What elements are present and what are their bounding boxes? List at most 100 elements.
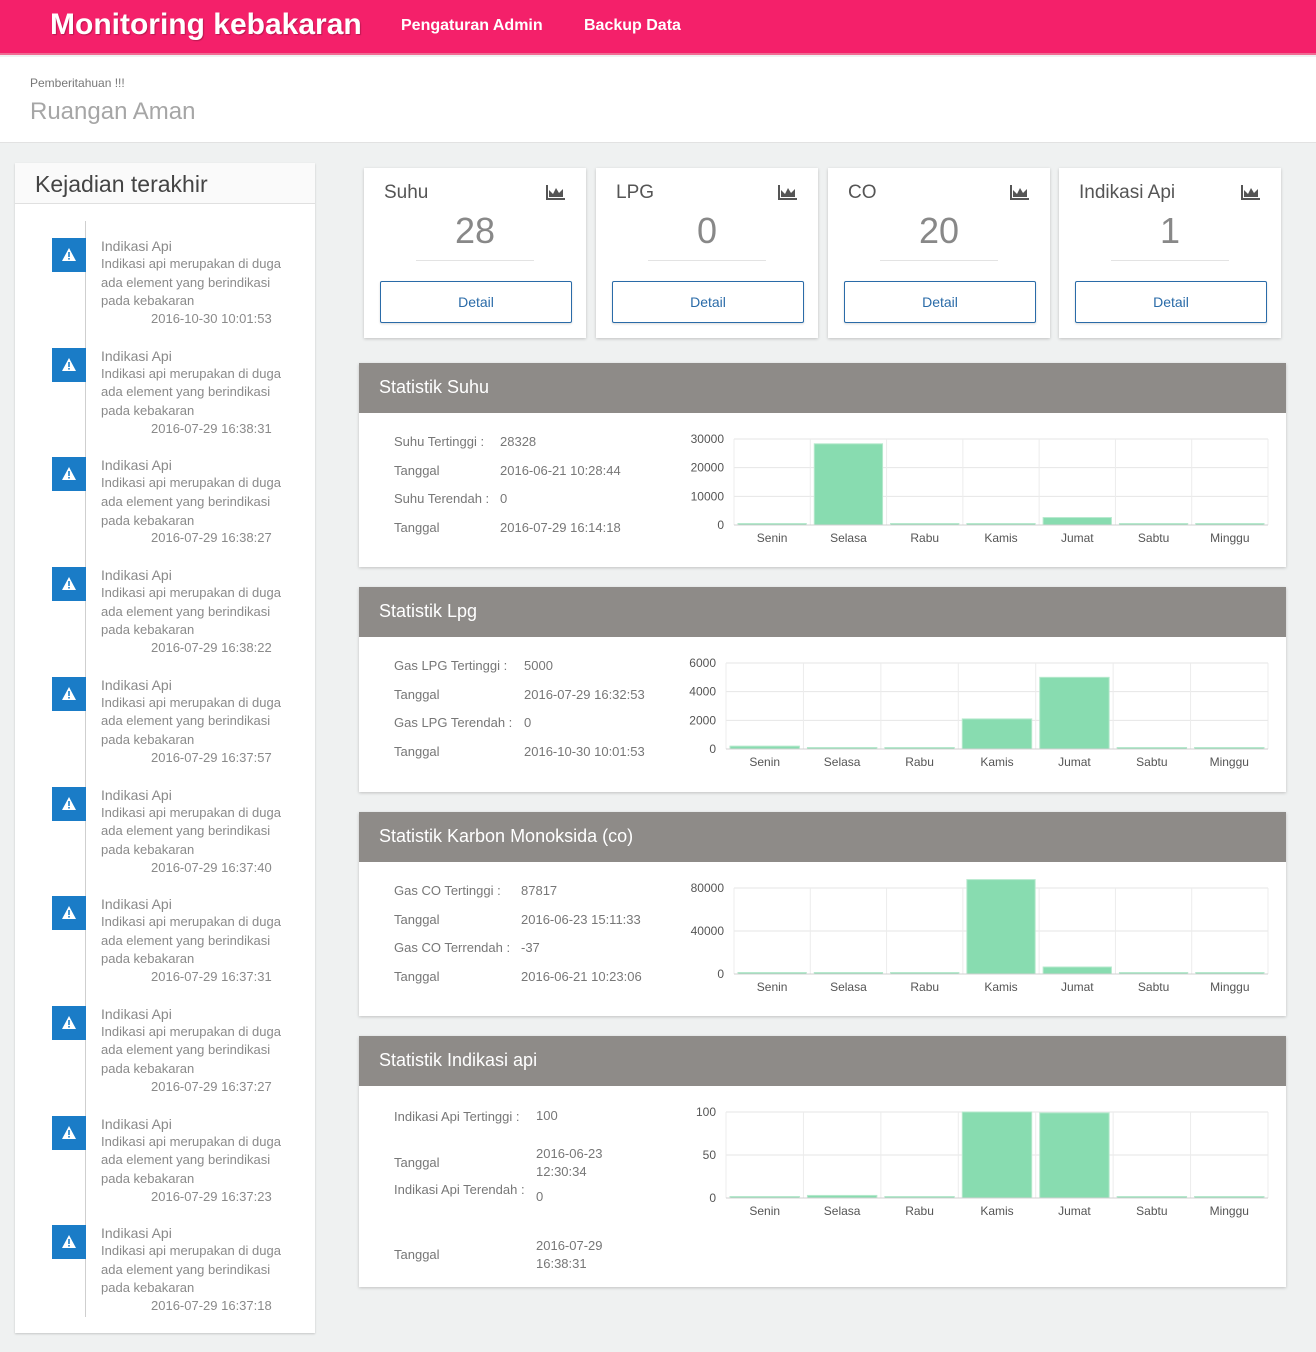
stat-label: Tanggal bbox=[394, 687, 440, 702]
stat-label: Gas LPG Terendah : bbox=[394, 715, 513, 730]
divider bbox=[1111, 260, 1229, 261]
chart-bar bbox=[961, 718, 1033, 750]
warning-icon bbox=[52, 347, 86, 382]
panel-title: Statistik Karbon Monoksida (co) bbox=[379, 826, 634, 846]
event-item[interactable]: Indikasi Api Indikasi api merupakan di du… bbox=[15, 339, 315, 439]
y-tick-label: 40000 bbox=[691, 924, 725, 938]
x-tick-label: Senin bbox=[749, 755, 780, 769]
timeline-line bbox=[85, 221, 86, 1317]
card-title: Indikasi Api bbox=[1079, 182, 1176, 203]
stat-value: 0 bbox=[536, 1189, 544, 1204]
panel-title: Statistik Indikasi api bbox=[379, 1050, 538, 1070]
y-tick-label: 0 bbox=[709, 1191, 716, 1205]
x-tick-label: Minggu bbox=[1210, 755, 1249, 769]
stat-value: 2016-07-29 16:32:53 bbox=[524, 687, 645, 702]
event-title: Indikasi Api bbox=[101, 896, 172, 913]
warning-icon bbox=[52, 238, 86, 272]
area-chart-icon bbox=[1010, 184, 1030, 205]
y-tick-label: 80000 bbox=[691, 881, 725, 895]
event-description: Indikasi api merupakan di duga ada eleme… bbox=[101, 1133, 281, 1186]
event-item[interactable]: Indikasi Api Indikasi api merupakan di du… bbox=[15, 997, 315, 1097]
panel-statistik-indikasi-api: Statistik Indikasi api Indikasi Api Terti… bbox=[359, 1036, 1286, 1287]
event-item[interactable]: Indikasi Api Indikasi api merupakan di du… bbox=[15, 887, 315, 987]
panel-header: Statistik Suhu bbox=[359, 363, 1286, 413]
nav-pengaturan-admin[interactable]: Pengaturan Admin bbox=[401, 17, 543, 34]
card-lpg: LPG 0 Detail bbox=[596, 168, 818, 338]
x-tick-label: Senin bbox=[757, 531, 788, 545]
x-tick-label: Sabtu bbox=[1136, 1204, 1167, 1218]
stat-label: Tanggal bbox=[394, 1247, 440, 1262]
warning-icon bbox=[52, 1225, 86, 1260]
brand-title[interactable]: Monitoring kebakaran bbox=[50, 8, 362, 41]
event-timestamp: 2016-07-29 16:37:57 bbox=[151, 749, 272, 765]
warning-icon bbox=[52, 567, 86, 602]
stat-value: 2016-10-30 10:01:53 bbox=[524, 744, 645, 759]
stat-label: Gas CO Terrendah : bbox=[394, 940, 511, 955]
event-timestamp: 2016-07-29 16:37:18 bbox=[151, 1298, 272, 1314]
nav-backup-data[interactable]: Backup Data bbox=[584, 17, 681, 34]
x-tick-label: Sabtu bbox=[1138, 980, 1169, 994]
event-item[interactable]: Indikasi Api Indikasi api merupakan di du… bbox=[15, 778, 315, 878]
event-item[interactable]: Indikasi Api Indikasi api merupakan di du… bbox=[15, 558, 315, 658]
card-value: 1 bbox=[1159, 210, 1181, 251]
detail-button[interactable]: Detail bbox=[844, 281, 1036, 323]
event-description: Indikasi api merupakan di duga ada eleme… bbox=[101, 585, 281, 638]
stat-label: Gas LPG Tertinggi : bbox=[394, 658, 508, 673]
x-tick-label: Minggu bbox=[1210, 531, 1249, 545]
stat-value: 2016-06-23 12:30:34 bbox=[536, 1146, 603, 1179]
stat-label: Tanggal bbox=[394, 520, 440, 535]
event-timestamp: 2016-07-29 16:37:23 bbox=[151, 1188, 272, 1204]
stat-label: Indikasi Api Tertinggi : bbox=[394, 1109, 520, 1124]
detail-button[interactable]: Detail bbox=[380, 281, 572, 323]
event-item[interactable]: Indikasi Api Indikasi api merupakan di du… bbox=[15, 229, 315, 329]
event-title: Indikasi Api bbox=[101, 347, 172, 364]
recent-events-title: Kejadian terakhir bbox=[35, 171, 208, 197]
stat-value: 28328 bbox=[500, 434, 537, 449]
event-timestamp: 2016-07-29 16:37:40 bbox=[151, 859, 272, 875]
stat-value: 2016-06-21 10:28:44 bbox=[500, 463, 621, 478]
chart-bar bbox=[961, 1111, 1033, 1199]
event-description: Indikasi api merupakan di duga ada eleme… bbox=[101, 475, 281, 528]
x-tick-label: Kamis bbox=[980, 1204, 1013, 1218]
event-title: Indikasi Api bbox=[101, 457, 172, 474]
event-item[interactable]: Indikasi Api Indikasi api merupakan di du… bbox=[15, 1107, 315, 1207]
event-description: Indikasi api merupakan di duga ada eleme… bbox=[101, 1023, 281, 1077]
detail-button[interactable]: Detail bbox=[1075, 281, 1267, 323]
chart-bar bbox=[1042, 517, 1112, 526]
event-description: Indikasi api merupakan di duga ada eleme… bbox=[101, 914, 281, 967]
chart-bar bbox=[813, 443, 884, 526]
x-tick-label: Kamis bbox=[984, 980, 1017, 994]
stat-value: -37 bbox=[521, 940, 540, 955]
stat-value: 2016-07-29 16:38:31 bbox=[536, 1238, 603, 1271]
chart-bar bbox=[1042, 966, 1112, 975]
recent-events-panel: Kejadian terakhir Indikasi Api Indikasi a… bbox=[15, 163, 315, 1333]
event-item[interactable]: Indikasi Api Indikasi api merupakan di du… bbox=[15, 1216, 315, 1316]
top-navbar: Monitoring kebakaran Pengaturan Admin Ba… bbox=[0, 0, 1316, 55]
stat-value: 0 bbox=[500, 491, 508, 506]
event-title: Indikasi Api bbox=[101, 1225, 172, 1242]
x-tick-label: Selasa bbox=[824, 1204, 861, 1218]
event-item[interactable]: Indikasi Api Indikasi api merupakan di du… bbox=[15, 668, 315, 768]
event-timestamp: 2016-07-29 16:37:27 bbox=[151, 1078, 272, 1094]
x-tick-label: Senin bbox=[749, 1204, 780, 1218]
event-timestamp: 2016-10-30 10:01:53 bbox=[151, 311, 272, 326]
panel-header: Statistik Karbon Monoksida (co) bbox=[359, 812, 1286, 862]
detail-button[interactable]: Detail bbox=[612, 281, 804, 323]
event-timestamp: 2016-07-29 16:37:31 bbox=[151, 969, 272, 985]
y-tick-label: 0 bbox=[717, 518, 724, 532]
x-tick-label: Jumat bbox=[1061, 980, 1094, 994]
card-title: Suhu bbox=[384, 182, 429, 203]
event-timestamp: 2016-07-29 16:38:31 bbox=[151, 420, 272, 436]
event-item[interactable]: Indikasi Api Indikasi api merupakan di du… bbox=[15, 448, 315, 548]
event-description: Indikasi api merupakan di duga ada eleme… bbox=[101, 365, 281, 418]
event-title: Indikasi Api bbox=[101, 676, 172, 693]
x-tick-label: Rabu bbox=[910, 531, 939, 545]
stat-label: Indikasi Api Terendah : bbox=[394, 1182, 525, 1197]
x-tick-label: Jumat bbox=[1058, 1204, 1091, 1218]
x-tick-label: Minggu bbox=[1210, 1204, 1249, 1218]
card-value: 0 bbox=[696, 210, 718, 251]
panel-statistik-suhu: Statistik Suhu Suhu Tertinggi : 28328 Tangg… bbox=[359, 363, 1286, 567]
x-tick-label: Sabtu bbox=[1136, 755, 1167, 769]
bar-chart: 0 50 100 Senin Selasa Rabu Kamis Jumat Sabtu Ming… bbox=[696, 1105, 1269, 1218]
x-tick-label: Minggu bbox=[1210, 980, 1249, 994]
